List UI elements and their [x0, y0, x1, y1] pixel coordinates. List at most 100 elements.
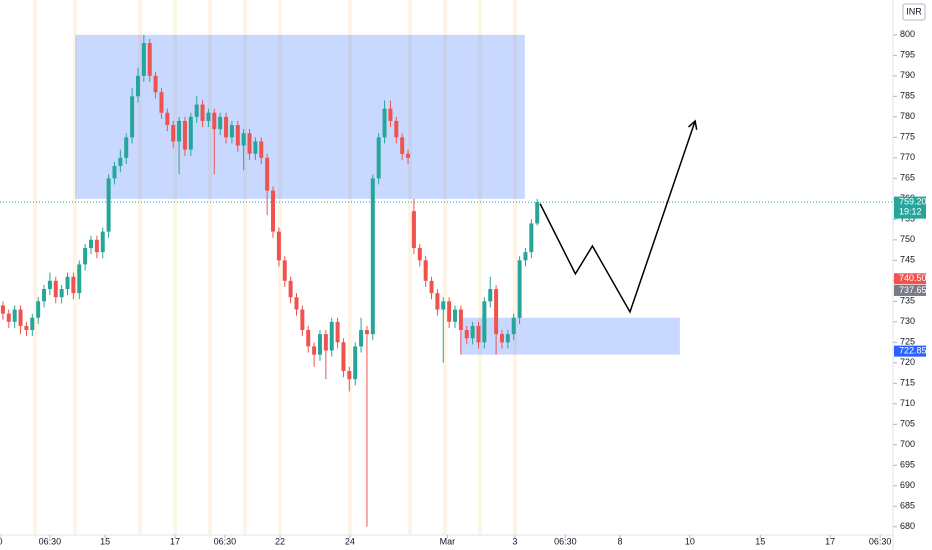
- candle-body: [429, 280, 434, 294]
- candle-body: [288, 280, 293, 298]
- session-band: [278, 0, 282, 535]
- price-label: 759.20: [899, 196, 927, 206]
- candle-body: [535, 202, 540, 224]
- candle-body: [341, 342, 346, 372]
- candle-body: [24, 325, 29, 331]
- y-tick-label: 685: [900, 501, 915, 511]
- candle-body: [65, 276, 70, 290]
- zone: [460, 317, 680, 355]
- candle-body: [94, 239, 99, 253]
- session-band: [408, 0, 412, 535]
- price-label: 737.65: [899, 285, 927, 295]
- candle-body: [224, 116, 229, 138]
- session-band: [348, 0, 352, 535]
- y-tick-label: 745: [900, 255, 915, 265]
- candle-body: [511, 317, 516, 335]
- candle-body: [335, 321, 340, 343]
- y-tick-label: 785: [900, 91, 915, 101]
- y-tick-label: 780: [900, 111, 915, 121]
- candle-body: [323, 334, 328, 351]
- candle-body: [364, 330, 369, 335]
- candle-body: [177, 120, 182, 142]
- candle-body: [241, 133, 246, 146]
- session-band: [243, 0, 247, 535]
- candle-body: [423, 260, 428, 281]
- candle-body: [47, 280, 52, 290]
- candle-body: [441, 301, 446, 310]
- candle-body: [476, 325, 481, 343]
- candle-body: [42, 289, 47, 302]
- candle-body: [499, 334, 504, 343]
- candle-body: [470, 325, 475, 339]
- candle-body: [400, 137, 405, 154]
- candle-body: [112, 166, 117, 179]
- y-tick-label: 755: [900, 214, 915, 224]
- candle-body: [77, 264, 82, 294]
- y-tick-label: 775: [900, 132, 915, 142]
- y-tick-label: 800: [900, 29, 915, 39]
- y-tick-label: 715: [900, 378, 915, 388]
- session-band: [443, 0, 447, 535]
- price-label-box: [894, 345, 926, 357]
- candle-body: [229, 125, 234, 138]
- projection-arrowhead: [688, 119, 698, 130]
- session-band: [33, 0, 37, 535]
- candle-body: [353, 346, 358, 380]
- candle-body: [235, 125, 240, 146]
- candle-body: [300, 309, 305, 331]
- y-tick-label: 680: [900, 521, 915, 531]
- candle-body: [370, 178, 375, 335]
- candle-body: [188, 116, 193, 150]
- y-tick-label: 700: [900, 439, 915, 449]
- x-tick-label: 22: [275, 536, 285, 546]
- candle-body: [464, 330, 469, 339]
- candle-body: [194, 104, 199, 117]
- y-tick-label: 750: [900, 234, 915, 244]
- y-tick-label: 730: [900, 316, 915, 326]
- x-tick-label: 17: [170, 536, 180, 546]
- candle-body: [488, 289, 493, 302]
- price-label: 722.85: [899, 346, 927, 356]
- x-tick-label: 06:30: [869, 536, 892, 546]
- x-tick-label: 15: [100, 536, 110, 546]
- x-tick-label: 10: [685, 536, 695, 546]
- x-tick-label: 0: [0, 536, 3, 546]
- session-band: [138, 0, 142, 535]
- candle-body: [529, 223, 534, 253]
- currency-box[interactable]: [902, 3, 926, 21]
- candle-body: [18, 309, 23, 326]
- session-band: [513, 0, 517, 535]
- candle-body: [265, 157, 270, 191]
- candle-body: [71, 276, 76, 294]
- candle-body: [505, 334, 510, 343]
- countdown: 19:12: [899, 206, 922, 216]
- y-tick-label: 770: [900, 152, 915, 162]
- candle-body: [259, 141, 264, 158]
- y-tick-label: 765: [900, 173, 915, 183]
- candle-body: [130, 96, 135, 138]
- candle-body: [141, 43, 146, 76]
- x-tick-label: 3: [512, 536, 517, 546]
- candle-body: [212, 112, 217, 130]
- candle-body: [89, 239, 94, 249]
- candle-body: [218, 116, 223, 130]
- session-band: [73, 0, 77, 535]
- candle-body: [294, 297, 299, 310]
- x-tick-label: 15: [755, 536, 765, 546]
- candle-body: [247, 133, 252, 154]
- candle-body: [59, 289, 64, 298]
- y-tick-label: 705: [900, 419, 915, 429]
- candle-body: [200, 104, 205, 121]
- session-band: [208, 0, 212, 535]
- candle-body: [406, 153, 411, 158]
- candle-body: [329, 321, 334, 351]
- candle-body: [317, 334, 322, 355]
- candle-body: [100, 231, 105, 253]
- candle-body: [124, 137, 129, 158]
- candle-body: [6, 313, 11, 322]
- price-label-box: [894, 284, 926, 296]
- session-band: [173, 0, 177, 535]
- session-band: [478, 0, 482, 535]
- candle-body: [0, 305, 5, 314]
- candle-body: [182, 120, 187, 150]
